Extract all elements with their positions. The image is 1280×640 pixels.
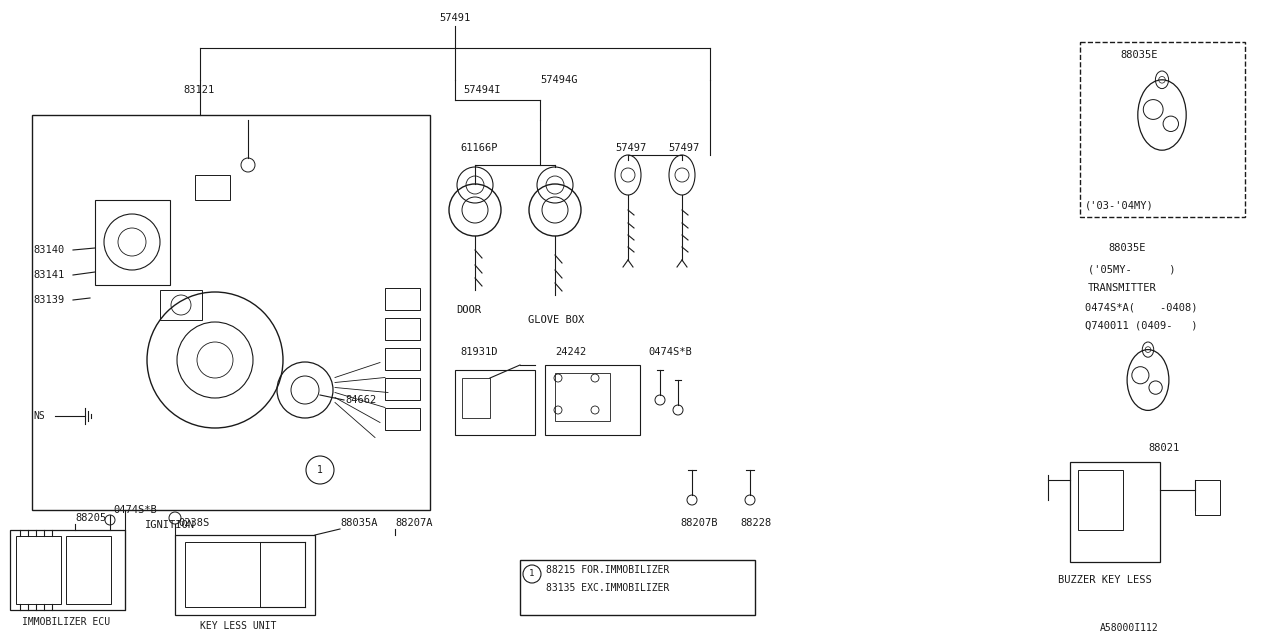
Text: 84662: 84662 [346, 395, 376, 405]
Bar [556, 373, 611, 421]
Text: 88021: 88021 [1148, 443, 1179, 453]
Text: 0238S: 0238S [178, 518, 209, 528]
Bar [10, 530, 125, 610]
Text: IMMOBILIZER ECU: IMMOBILIZER ECU [22, 617, 110, 627]
Text: GLOVE BOX: GLOVE BOX [529, 315, 584, 325]
Text: 83135 EXC.IMMOBILIZER: 83135 EXC.IMMOBILIZER [547, 583, 669, 593]
Text: TRANSMITTER: TRANSMITTER [1088, 283, 1157, 293]
Text: A58000I112: A58000I112 [1100, 623, 1158, 633]
Text: ('03-'04MY): ('03-'04MY) [1085, 200, 1153, 210]
Bar [67, 536, 111, 604]
Bar [385, 378, 420, 400]
Bar [385, 408, 420, 430]
Bar [15, 536, 61, 604]
Text: 88228: 88228 [740, 518, 772, 528]
Text: 57497: 57497 [614, 143, 646, 153]
Text: 83139: 83139 [33, 295, 64, 305]
Text: 88035A: 88035A [340, 518, 378, 528]
Text: 88035E: 88035E [1108, 243, 1146, 253]
Text: KEY LESS UNIT: KEY LESS UNIT [200, 621, 276, 631]
Bar [32, 115, 430, 510]
Text: 57494I: 57494I [463, 85, 500, 95]
Text: 88035E: 88035E [1120, 50, 1157, 60]
Text: 1: 1 [530, 570, 535, 579]
Text: ('05MY-      ): ('05MY- ) [1088, 265, 1175, 275]
Bar [175, 535, 315, 615]
Text: IGNITION: IGNITION [145, 520, 195, 530]
Text: DOOR: DOOR [456, 305, 481, 315]
Bar [545, 365, 640, 435]
Text: 61166P: 61166P [460, 143, 498, 153]
Bar [462, 378, 490, 418]
Text: 81931D: 81931D [460, 347, 498, 357]
Bar [95, 200, 170, 285]
Text: 83140: 83140 [33, 245, 64, 255]
Text: 0474S*A(    -0408): 0474S*A( -0408) [1085, 303, 1198, 313]
Bar [195, 175, 230, 200]
Text: 83141: 83141 [33, 270, 64, 280]
Bar [520, 560, 755, 615]
Text: BUZZER KEY LESS: BUZZER KEY LESS [1059, 575, 1152, 585]
Bar [385, 318, 420, 340]
Text: 0474S*B: 0474S*B [113, 505, 156, 515]
Bar [385, 348, 420, 370]
Text: NS: NS [33, 411, 45, 421]
Bar [1070, 462, 1160, 562]
Bar [1080, 42, 1245, 217]
Text: 1: 1 [317, 465, 323, 475]
Text: 88207B: 88207B [680, 518, 718, 528]
Bar [1078, 470, 1123, 530]
Text: 24242: 24242 [556, 347, 586, 357]
Bar [160, 290, 202, 320]
Text: 83121: 83121 [183, 85, 214, 95]
Bar [385, 288, 420, 310]
Text: 57494G: 57494G [540, 75, 577, 85]
Text: 0474S*B: 0474S*B [648, 347, 691, 357]
Text: 88215 FOR.IMMOBILIZER: 88215 FOR.IMMOBILIZER [547, 565, 669, 575]
Bar [186, 542, 260, 607]
Text: 57491: 57491 [439, 13, 471, 23]
Text: 88205: 88205 [76, 513, 106, 523]
Text: 57497: 57497 [668, 143, 699, 153]
Bar [454, 370, 535, 435]
Text: 88207A: 88207A [396, 518, 433, 528]
Bar [1196, 480, 1220, 515]
Text: Q740011 (0409-   ): Q740011 (0409- ) [1085, 321, 1198, 331]
